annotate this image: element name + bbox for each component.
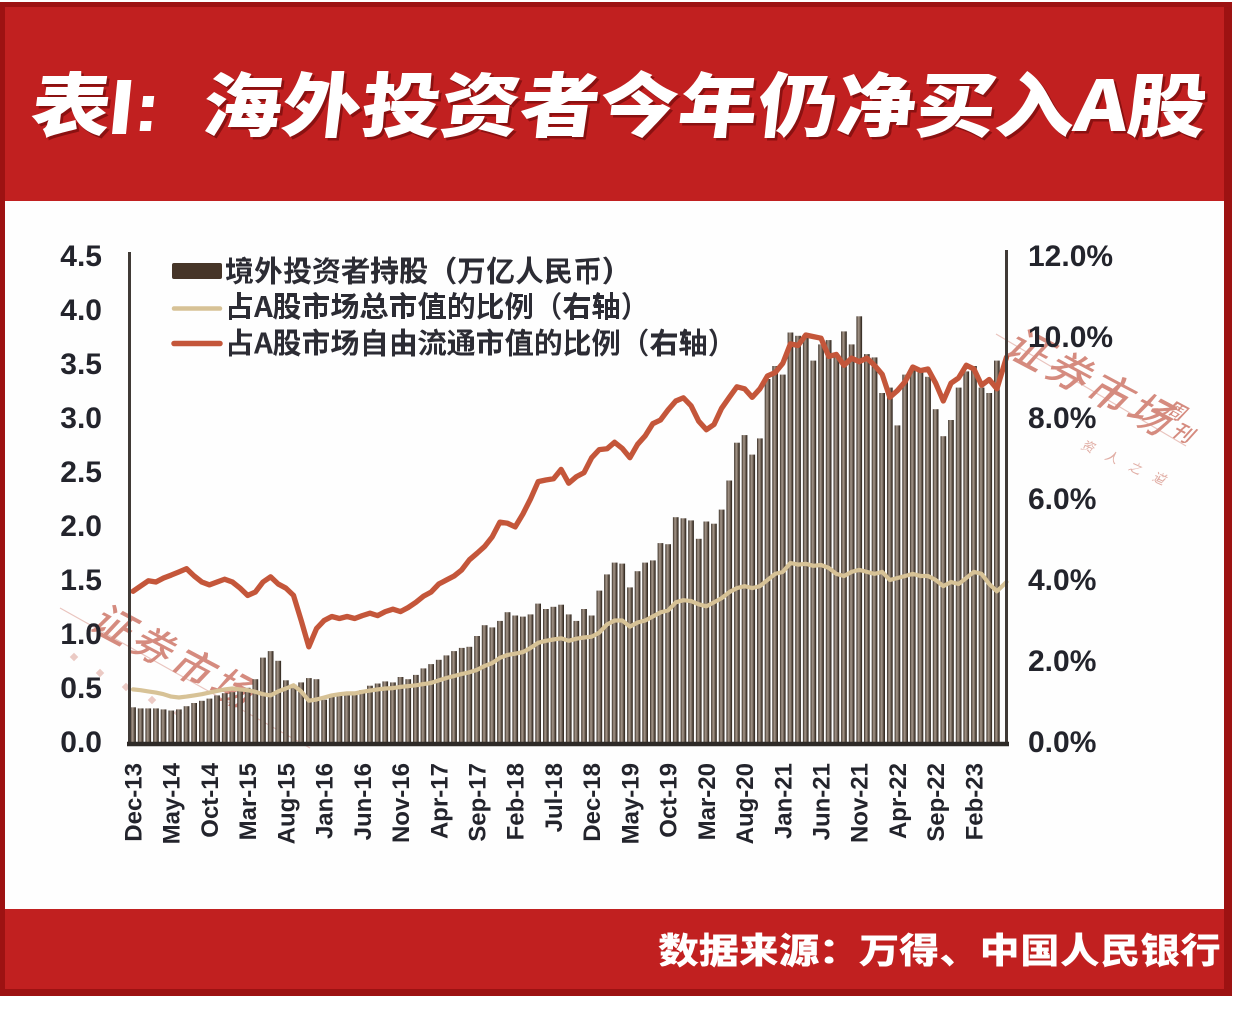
svg-text:Feb-18: Feb-18 [503,763,530,840]
svg-text:2.0: 2.0 [60,510,102,543]
svg-text:Aug-20: Aug-20 [732,763,759,844]
svg-text:Aug-15: Aug-15 [273,763,300,844]
svg-text:Oct-14: Oct-14 [197,762,224,837]
svg-text:8.0%: 8.0% [1028,402,1096,435]
svg-text:Jun-21: Jun-21 [809,763,836,840]
svg-text:Nov-21: Nov-21 [847,763,874,843]
svg-text:0.0%: 0.0% [1028,726,1096,759]
svg-text:0.0: 0.0 [60,726,102,759]
svg-text:Jan-21: Jan-21 [770,763,797,839]
svg-text:3.0: 3.0 [60,402,102,435]
svg-text:Mar-15: Mar-15 [235,763,262,840]
svg-text:Oct-19: Oct-19 [656,763,683,838]
svg-text:Apr-22: Apr-22 [885,763,912,839]
svg-text:Jul-18: Jul-18 [541,763,568,832]
svg-text:Dec-13: Dec-13 [121,763,148,842]
svg-text:4.0%: 4.0% [1028,564,1096,597]
svg-text:May-14: May-14 [159,762,186,844]
svg-text:4.0: 4.0 [60,294,102,327]
svg-text:10.0%: 10.0% [1028,321,1113,354]
svg-text:May-19: May-19 [617,763,644,844]
svg-text:Feb-23: Feb-23 [961,763,988,840]
svg-text:Jan-16: Jan-16 [312,763,339,839]
svg-text:Sep-22: Sep-22 [923,763,950,842]
svg-text:Sep-17: Sep-17 [465,763,492,842]
svg-text:3.5: 3.5 [60,348,102,381]
svg-text:0.5: 0.5 [60,672,102,705]
svg-text:12.0%: 12.0% [1028,240,1113,273]
svg-text:6.0%: 6.0% [1028,483,1096,516]
svg-text:2.0%: 2.0% [1028,645,1096,678]
svg-text:Mar-20: Mar-20 [694,763,721,840]
svg-text:Apr-17: Apr-17 [426,763,453,839]
svg-text:Jun-16: Jun-16 [350,763,377,840]
svg-text:1.5: 1.5 [60,564,102,597]
svg-text:4.5: 4.5 [60,240,102,273]
svg-text:2.5: 2.5 [60,456,102,489]
svg-text:1.0: 1.0 [60,618,102,651]
svg-text:Nov-16: Nov-16 [388,763,415,843]
svg-text:Dec-18: Dec-18 [579,763,606,842]
